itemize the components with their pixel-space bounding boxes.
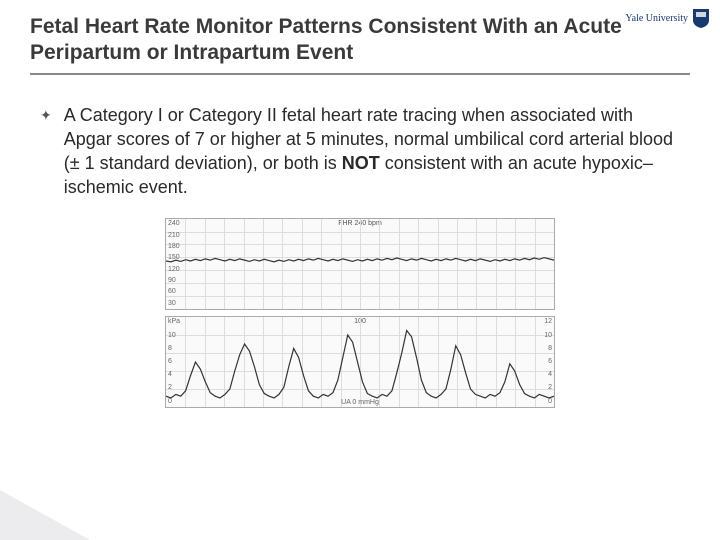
corner-accent — [0, 490, 90, 540]
bullet-marker-icon: ✦ — [40, 107, 52, 124]
university-logo: Yale University — [625, 8, 710, 28]
logo-text: Yale University — [625, 13, 688, 24]
shield-icon — [692, 8, 710, 28]
slide-title: Fetal Heart Rate Monitor Patterns Consis… — [30, 14, 690, 75]
bullet-text: A Category I or Category II fetal heart … — [64, 103, 680, 200]
bullet-item: ✦ A Category I or Category II fetal hear… — [40, 103, 680, 200]
toco-trace — [166, 317, 554, 407]
toco-chart-panel: 100 kPa1086420121086420UA 0 mmHg — [165, 316, 555, 408]
fhr-trace — [166, 219, 554, 309]
slide-header: Fetal Heart Rate Monitor Patterns Consis… — [0, 0, 720, 83]
bullet-emphasis: NOT — [342, 153, 380, 173]
fhr-chart-panel: FHR 240 bpm 240210180150120906030 — [165, 218, 555, 310]
fhr-chart-container: FHR 240 bpm 240210180150120906030 100 kP… — [165, 218, 555, 408]
slide-body: ✦ A Category I or Category II fetal hear… — [0, 83, 720, 408]
